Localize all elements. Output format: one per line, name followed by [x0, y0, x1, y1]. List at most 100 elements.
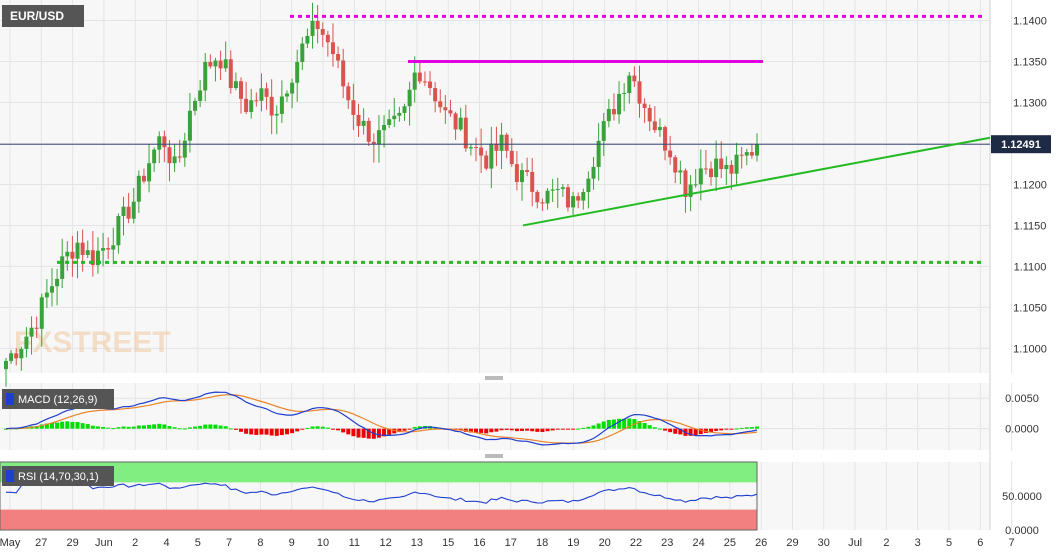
- candle-body: [565, 187, 570, 208]
- macd-color-swatch: [6, 393, 14, 405]
- candle-body: [468, 147, 473, 149]
- macd-histogram-bar: [540, 428, 545, 433]
- candle-body: [244, 98, 249, 112]
- candle-body: [371, 141, 376, 145]
- rsi-color-swatch: [6, 470, 14, 482]
- candle-body: [320, 29, 325, 35]
- x-tick-label: 7: [1009, 537, 1015, 549]
- rsi-line: [6, 478, 758, 504]
- candle-body: [642, 103, 647, 108]
- macd-histogram-bar: [622, 418, 627, 429]
- macd-histogram-bar: [545, 428, 550, 432]
- candle-body: [724, 164, 729, 170]
- macd-histogram-bar: [244, 428, 249, 434]
- macd-histogram-bar: [351, 428, 356, 437]
- candle-body: [382, 124, 387, 131]
- candle-body: [228, 59, 233, 89]
- macd-signal-line: [5, 394, 758, 444]
- candle-body: [284, 93, 289, 97]
- macd-histogram-bar: [366, 428, 371, 439]
- candle-body: [438, 101, 443, 108]
- macd-histogram-bar: [657, 428, 662, 430]
- macd-histogram-bar: [642, 422, 647, 429]
- price-tag-label: 1.12491: [1001, 139, 1041, 151]
- candle-body: [555, 188, 560, 190]
- x-tick-label: 25: [724, 537, 736, 549]
- macd-histogram-bar: [714, 428, 719, 431]
- macd-histogram-bar: [519, 428, 524, 431]
- macd-y-tick: 0.0000: [1005, 424, 1039, 436]
- candle-body: [458, 117, 463, 130]
- candle-body: [611, 108, 616, 115]
- candle-body: [591, 166, 596, 179]
- macd-histogram-bar: [739, 427, 744, 429]
- macd-histogram-bar: [269, 428, 274, 436]
- macd-histogram-bar: [755, 426, 759, 429]
- macd-histogram-bar: [678, 428, 683, 435]
- macd-histogram-bar: [611, 419, 616, 429]
- rsi-overbought-zone: [0, 462, 757, 483]
- candle-body: [325, 34, 330, 43]
- macd-histogram-bar: [514, 428, 519, 432]
- macd-histogram-bar: [601, 421, 606, 429]
- macd-histogram-bar: [116, 427, 121, 429]
- macd-y-tick: 0.0050: [1005, 393, 1039, 405]
- macd-histogram-bar: [34, 425, 39, 429]
- candle-body: [126, 206, 131, 219]
- macd-histogram-bar: [637, 421, 642, 429]
- macd-histogram-bar: [187, 427, 192, 429]
- candle-body: [152, 149, 157, 164]
- x-tick-label: 24: [692, 537, 704, 549]
- macd-histogram-bar: [525, 428, 530, 431]
- candle-body: [586, 178, 591, 193]
- candle-body: [157, 136, 162, 150]
- candle-body: [545, 190, 550, 204]
- candle-body: [233, 81, 238, 89]
- candle-body: [739, 154, 744, 156]
- candle-body: [264, 88, 269, 97]
- candle-body: [484, 155, 489, 169]
- candle-body: [259, 88, 264, 101]
- candle-body: [249, 100, 254, 112]
- watermark: FXSTREET: [14, 326, 171, 359]
- candle-body: [85, 250, 90, 256]
- macd-histogram-bar: [576, 428, 581, 430]
- candle-body: [279, 96, 284, 114]
- candle-body: [703, 168, 708, 170]
- candle-body: [187, 110, 192, 141]
- x-tick-label: 19: [567, 537, 579, 549]
- x-tick-label: 13: [411, 537, 423, 549]
- symbol-label: EUR/USD: [10, 9, 64, 23]
- macd-histogram-bar: [315, 426, 320, 429]
- candle-body: [95, 250, 100, 266]
- candle-body: [44, 292, 49, 298]
- candle-body: [397, 112, 402, 116]
- macd-histogram-bar: [4, 428, 8, 430]
- candle-body: [24, 336, 29, 349]
- macd-histogram-bar: [182, 428, 187, 430]
- macd-histogram-bar: [596, 423, 601, 429]
- candle-body: [269, 96, 274, 116]
- rsi-label: RSI (14,70,30,1): [18, 471, 99, 483]
- macd-histogram-bar: [663, 428, 668, 431]
- rsi-y-tick: 0.0000: [1005, 525, 1039, 537]
- candle-body: [203, 61, 208, 91]
- macd-histogram-bar: [668, 428, 673, 433]
- candle-body: [693, 184, 698, 186]
- macd-histogram-bar: [254, 428, 259, 435]
- candle-body: [55, 278, 60, 287]
- candle-body: [601, 121, 606, 141]
- macd-histogram-bar: [223, 426, 228, 429]
- x-tick-label: 3: [915, 537, 921, 549]
- candle-body: [514, 164, 519, 183]
- macd-histogram-bar: [95, 426, 100, 429]
- macd-histogram-bar: [346, 428, 351, 435]
- candle-body: [453, 113, 458, 130]
- x-tick-label: 23: [661, 537, 673, 549]
- x-tick-label: Jul: [848, 537, 862, 549]
- macd-histogram-bar: [586, 426, 591, 429]
- macd-histogram-bar: [141, 425, 146, 429]
- candle-body: [75, 242, 80, 259]
